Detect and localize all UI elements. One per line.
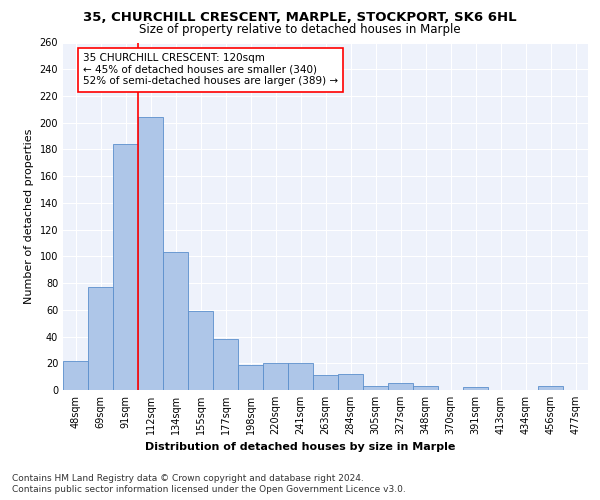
Bar (113, 144, 138, 390)
Text: 35 CHURCHILL CRESCENT: 120sqm
← 45% of detached houses are smaller (340)
52% of : 35 CHURCHILL CRESCENT: 120sqm ← 45% of d… (83, 53, 338, 86)
Bar (413, 386, 438, 390)
Bar (338, 374, 363, 390)
Bar (88, 287, 113, 390)
Text: Contains public sector information licensed under the Open Government Licence v3: Contains public sector information licen… (12, 485, 406, 494)
Bar (363, 386, 388, 390)
Bar (388, 384, 413, 390)
Text: Size of property relative to detached houses in Marple: Size of property relative to detached ho… (139, 22, 461, 36)
Bar (188, 311, 213, 390)
Text: Distribution of detached houses by size in Marple: Distribution of detached houses by size … (145, 442, 455, 452)
Bar (263, 364, 288, 390)
Bar (313, 376, 338, 390)
Bar (288, 364, 313, 390)
Bar (213, 339, 238, 390)
Bar (63, 360, 88, 390)
Text: Contains HM Land Registry data © Crown copyright and database right 2024.: Contains HM Land Registry data © Crown c… (12, 474, 364, 483)
Bar (138, 118, 163, 390)
Bar (238, 364, 263, 390)
Y-axis label: Number of detached properties: Number of detached properties (24, 128, 34, 304)
Bar (463, 388, 488, 390)
Bar (538, 386, 563, 390)
Text: 35, CHURCHILL CRESCENT, MARPLE, STOCKPORT, SK6 6HL: 35, CHURCHILL CRESCENT, MARPLE, STOCKPOR… (83, 11, 517, 24)
Bar (163, 252, 188, 390)
